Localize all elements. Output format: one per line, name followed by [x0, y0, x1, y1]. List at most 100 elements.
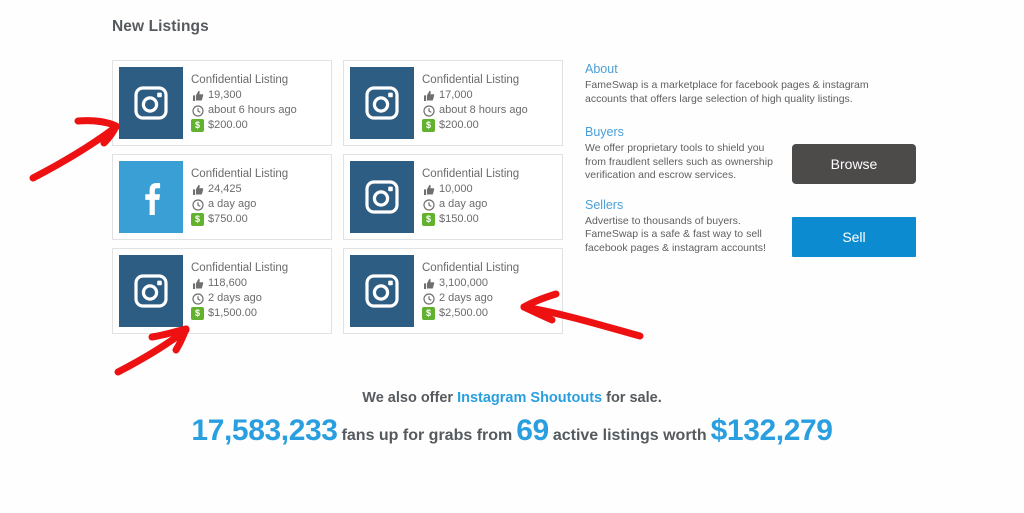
listing-info: Confidential Listing 19,300 about 6 hour… — [183, 73, 325, 133]
thumbs-up-icon — [191, 183, 204, 196]
listing-likes: 19,300 — [191, 88, 325, 103]
thumbs-up-icon — [422, 89, 435, 102]
listing-price: $ $1,500.00 — [191, 306, 325, 321]
listing-price: $ $200.00 — [422, 118, 556, 133]
sell-button[interactable]: Sell — [792, 217, 916, 257]
listing-title: Confidential Listing — [422, 168, 520, 180]
listing-time-value: 2 days ago — [208, 292, 262, 304]
listing-info: Confidential Listing 118,600 2 days ago — [183, 261, 325, 321]
arrow-to-first-listing — [29, 117, 120, 182]
info-block-about: About FameSwap is a marketplace for face… — [585, 61, 885, 106]
dollar-badge-icon: $ — [191, 307, 204, 320]
info-column: About FameSwap is a marketplace for face… — [585, 61, 885, 268]
listing-time-value: a day ago — [208, 198, 257, 210]
info-block-sellers: Sellers Advertise to thousands of buyers… — [585, 197, 885, 256]
clock-icon — [191, 292, 204, 305]
listing-time: a day ago — [191, 197, 325, 212]
listing-likes: 118,600 — [191, 276, 325, 291]
listing-info: Confidential Listing 3,100,000 2 days ag… — [414, 261, 556, 321]
listing-title: Confidential Listing — [422, 262, 520, 274]
clock-icon — [422, 104, 435, 117]
listing-time: a day ago — [422, 197, 556, 212]
sellers-body: Advertise to thousands of buyers. FameSw… — [585, 214, 766, 254]
page-title: New Listings — [112, 18, 209, 35]
instagram-icon — [119, 67, 183, 139]
about-body: FameSwap is a marketplace for facebook p… — [585, 79, 869, 105]
fans-label: fans up for grabs from — [341, 427, 513, 444]
listing-likes-value: 17,000 — [439, 89, 473, 101]
listing-price-value: $200.00 — [439, 119, 479, 131]
listing-price: $ $2,500.00 — [422, 306, 556, 321]
listing-price: $ $150.00 — [422, 212, 556, 227]
listings-label: active listings worth — [552, 427, 707, 444]
dollar-badge-icon: $ — [422, 213, 435, 226]
listing-time: 2 days ago — [191, 291, 325, 306]
listing-title: Confidential Listing — [191, 74, 289, 86]
listing-card[interactable]: Confidential Listing 19,300 about 6 hour… — [112, 60, 332, 146]
listing-card[interactable]: Confidential Listing 3,100,000 2 days ag… — [343, 248, 563, 334]
listing-card[interactable]: Confidential Listing 17,000 about 8 hour… — [343, 60, 563, 146]
listing-likes-value: 24,425 — [208, 183, 242, 195]
instagram-icon — [350, 161, 414, 233]
listings-row: Confidential Listing 19,300 about 6 hour… — [112, 60, 564, 146]
thumbs-up-icon — [422, 183, 435, 196]
listing-price: $ $750.00 — [191, 212, 325, 227]
listing-price-value: $1,500.00 — [208, 307, 257, 319]
listing-time-value: about 6 hours ago — [208, 104, 297, 116]
listing-info: Confidential Listing 24,425 a day ago — [183, 167, 325, 227]
about-heading: About — [585, 62, 618, 76]
listing-info: Confidential Listing 17,000 about 8 hour… — [414, 73, 556, 133]
counts-line: 17,583,233 fans up for grabs from 69 active… — [0, 414, 1024, 453]
instagram-shoutouts-link[interactable]: Instagram Shoutouts — [457, 390, 603, 406]
instagram-icon — [119, 255, 183, 327]
sellers-heading: Sellers — [585, 197, 624, 212]
listing-likes: 10,000 — [422, 182, 556, 197]
listing-card[interactable]: Confidential Listing 118,600 2 days ago — [112, 248, 332, 334]
listing-time: about 8 hours ago — [422, 103, 556, 118]
thumbs-up-icon — [422, 277, 435, 290]
listing-info: Confidential Listing 10,000 a day ago — [414, 167, 556, 227]
listing-price-value: $200.00 — [208, 119, 248, 131]
buyers-body: We offer proprietary tools to shield you… — [585, 142, 773, 181]
listing-price-value: $150.00 — [439, 213, 479, 225]
listing-price-value: $2,500.00 — [439, 307, 488, 319]
info-block-buyers: Buyers We offer proprietary tools to shi… — [585, 124, 885, 183]
browse-button[interactable]: Browse — [792, 144, 916, 184]
instagram-icon — [350, 67, 414, 139]
clock-icon — [422, 198, 435, 211]
listing-time: 2 days ago — [422, 291, 556, 306]
listings-row: Confidential Listing 118,600 2 days ago — [112, 248, 564, 334]
listing-likes: 24,425 — [191, 182, 325, 197]
listing-time-value: 2 days ago — [439, 292, 493, 304]
dollar-badge-icon: $ — [191, 119, 204, 132]
listing-time-value: a day ago — [439, 198, 488, 210]
total-worth: $132,279 — [710, 414, 833, 447]
listing-title: Confidential Listing — [191, 168, 289, 180]
listings-grid: Confidential Listing 19,300 about 6 hour… — [112, 60, 564, 342]
facebook-icon — [119, 161, 183, 233]
dollar-badge-icon: $ — [422, 307, 435, 320]
listing-title: Confidential Listing — [191, 262, 289, 274]
listings-count: 69 — [516, 414, 549, 447]
buyers-heading: Buyers — [585, 125, 624, 139]
listing-likes-value: 118,600 — [208, 277, 247, 289]
listing-likes-value: 19,300 — [208, 89, 242, 101]
listing-price: $ $200.00 — [191, 118, 325, 133]
listing-title: Confidential Listing — [422, 74, 520, 86]
listing-likes-value: 10,000 — [439, 183, 473, 195]
listing-card[interactable]: Confidential Listing 24,425 a day ago — [112, 154, 332, 240]
dollar-badge-icon: $ — [191, 213, 204, 226]
stats-section: We also offer Instagram Shoutouts for sa… — [0, 388, 1024, 453]
fans-count: 17,583,233 — [191, 414, 338, 447]
listing-price-value: $750.00 — [208, 213, 248, 225]
clock-icon — [191, 198, 204, 211]
listing-time: about 6 hours ago — [191, 103, 325, 118]
instagram-icon — [350, 255, 414, 327]
shoutouts-prefix: We also offer — [362, 390, 458, 406]
listing-likes: 3,100,000 — [422, 276, 556, 291]
listing-card[interactable]: Confidential Listing 10,000 a day ago — [343, 154, 563, 240]
listings-row: Confidential Listing 24,425 a day ago — [112, 154, 564, 240]
shoutouts-suffix: for sale. — [602, 390, 662, 406]
thumbs-up-icon — [191, 89, 204, 102]
